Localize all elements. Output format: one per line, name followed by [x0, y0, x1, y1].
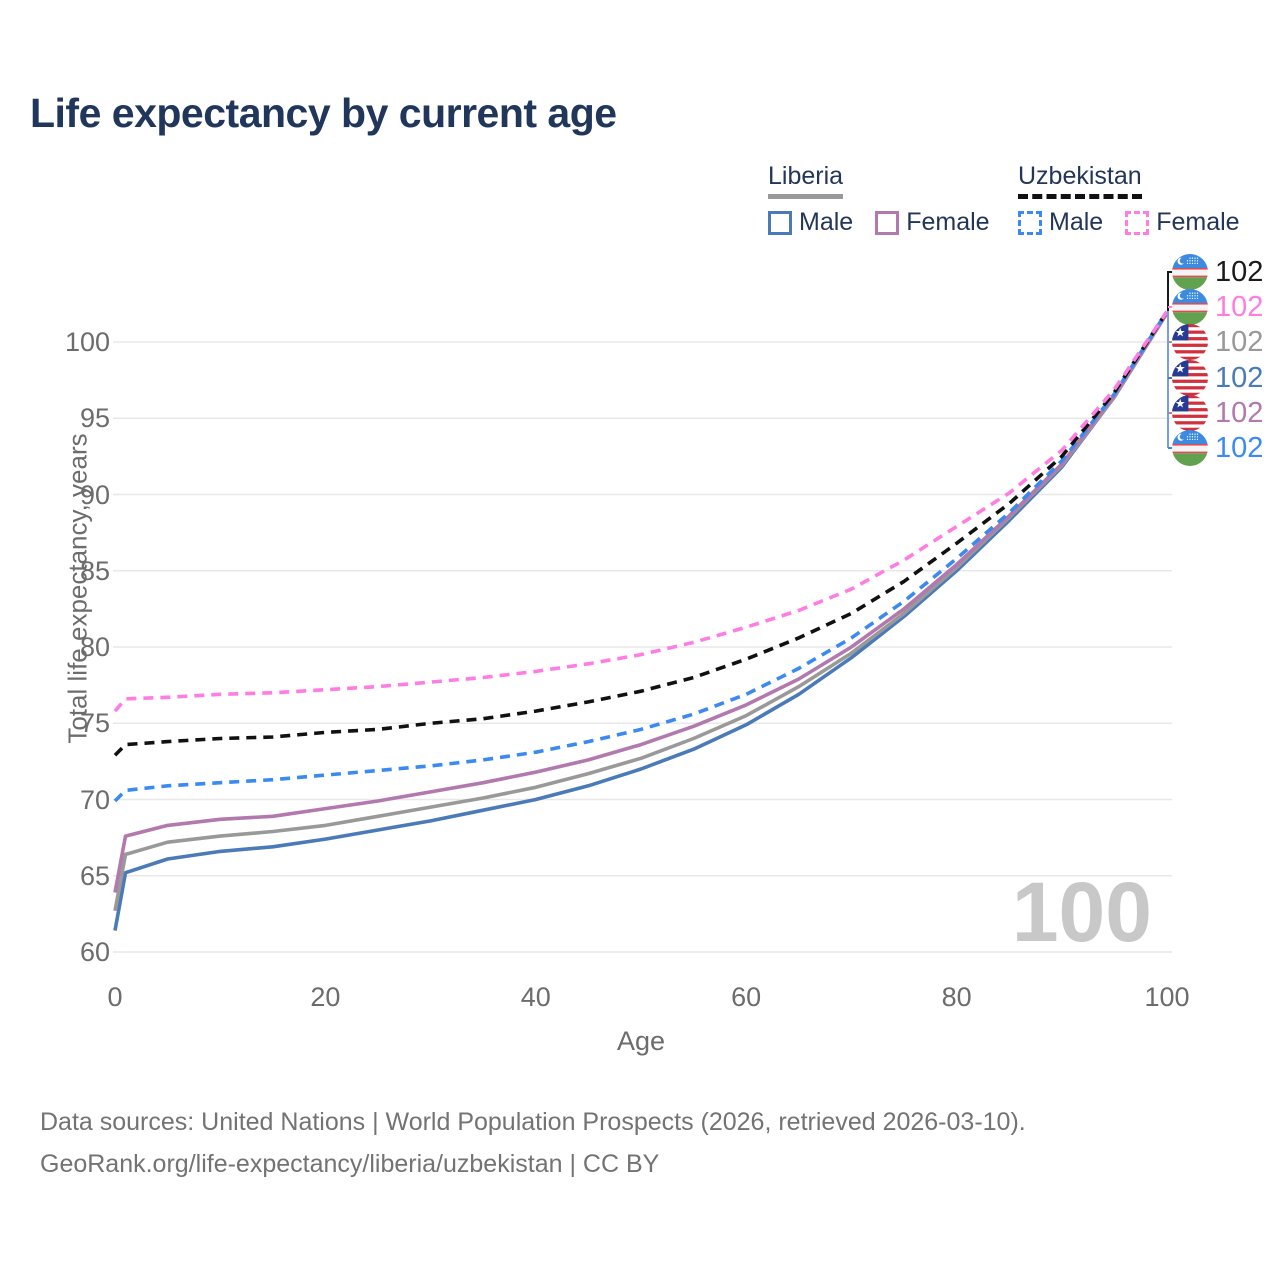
- series-line-liberia-female: [113, 312, 1169, 893]
- x-tick-label: 80: [941, 982, 972, 1012]
- legend-country-liberia: Liberia: [768, 162, 844, 199]
- legend-item-liberia-male[interactable]: Male: [768, 208, 853, 237]
- liberia-flag-icon: [1172, 395, 1208, 431]
- y-tick-label: 70: [79, 784, 110, 815]
- end-label-value: 102: [1215, 325, 1264, 358]
- x-tick-label: 20: [310, 982, 341, 1012]
- liberia-flag-icon: [1172, 324, 1208, 360]
- series-line-uzbekistan-total: [113, 310, 1169, 757]
- y-tick-label: 75: [79, 708, 110, 739]
- uzbekistan-flag-icon: [1172, 254, 1208, 290]
- x-axis-title: Age: [616, 1026, 666, 1056]
- end-label-row: 102: [1172, 395, 1263, 431]
- y-tick-label: 80: [79, 632, 110, 662]
- series-line-liberia-total: [113, 312, 1169, 912]
- y-tick-label: 90: [79, 479, 110, 510]
- series-line-liberia-male: [113, 312, 1169, 931]
- legend-item-uzbekistan-female[interactable]: Female: [1125, 208, 1240, 237]
- end-label-row: 102: [1172, 430, 1263, 466]
- attribution-text: GeoRank.org/life-expectancy/liberia/uzbe…: [40, 1150, 660, 1178]
- legend-country-uzbekistan: Uzbekistan: [1018, 162, 1142, 199]
- x-tick-label: 60: [731, 982, 762, 1012]
- legend-item-uzbekistan-male[interactable]: Male: [1018, 208, 1103, 237]
- legend-item-label: Male: [1049, 208, 1104, 236]
- uzbekistan-male-swatch-icon: [1018, 210, 1042, 235]
- x-tick-label: 100: [1144, 982, 1190, 1012]
- y-tick-label: 60: [79, 937, 110, 967]
- end-label-value: 102: [1215, 255, 1264, 288]
- end-label-value: 102: [1215, 396, 1264, 429]
- legend-item-liberia-female[interactable]: Female: [875, 208, 990, 237]
- liberia-flag-icon: [1172, 360, 1208, 396]
- y-axis-title: Total life expectancy, years: [62, 433, 93, 744]
- y-tick-label: 95: [79, 403, 110, 434]
- series-line-uzbekistan-female: [113, 310, 1169, 713]
- end-label-row: 102: [1172, 289, 1263, 325]
- uzbekistan-flag-icon: [1172, 430, 1208, 466]
- x-tick-label: 40: [520, 982, 551, 1012]
- end-label-row: 102: [1172, 360, 1263, 396]
- legend-item-label: Female: [1156, 208, 1240, 236]
- end-label-row: 102: [1172, 254, 1263, 290]
- legend-item-label: Female: [906, 208, 990, 236]
- y-tick-label: 85: [79, 555, 110, 586]
- series-line-uzbekistan-male: [113, 310, 1169, 803]
- legend-item-label: Male: [799, 208, 854, 236]
- uzbekistan-flag-icon: [1172, 289, 1208, 325]
- y-tick-label: 65: [79, 860, 110, 891]
- x-tick-label: 0: [107, 982, 123, 1012]
- data-sources-text: Data sources: United Nations | World Pop…: [40, 1108, 1026, 1136]
- liberia-male-swatch-icon: [768, 210, 792, 235]
- legend-group-uzbekistan: Uzbekistan Male Female: [1018, 162, 1240, 237]
- end-label-value: 102: [1215, 290, 1264, 323]
- legend-group-liberia: Liberia Male Female: [768, 162, 990, 237]
- end-label-value: 102: [1215, 361, 1264, 394]
- liberia-female-swatch-icon: [875, 210, 900, 235]
- watermark-100: 100: [1011, 865, 1152, 959]
- page-title: Life expectancy by current age: [30, 90, 617, 136]
- end-label-row: 102: [1172, 324, 1263, 360]
- end-label-value: 102: [1215, 431, 1264, 464]
- y-tick-label: 100: [64, 327, 110, 357]
- uzbekistan-female-swatch-icon: [1125, 210, 1150, 235]
